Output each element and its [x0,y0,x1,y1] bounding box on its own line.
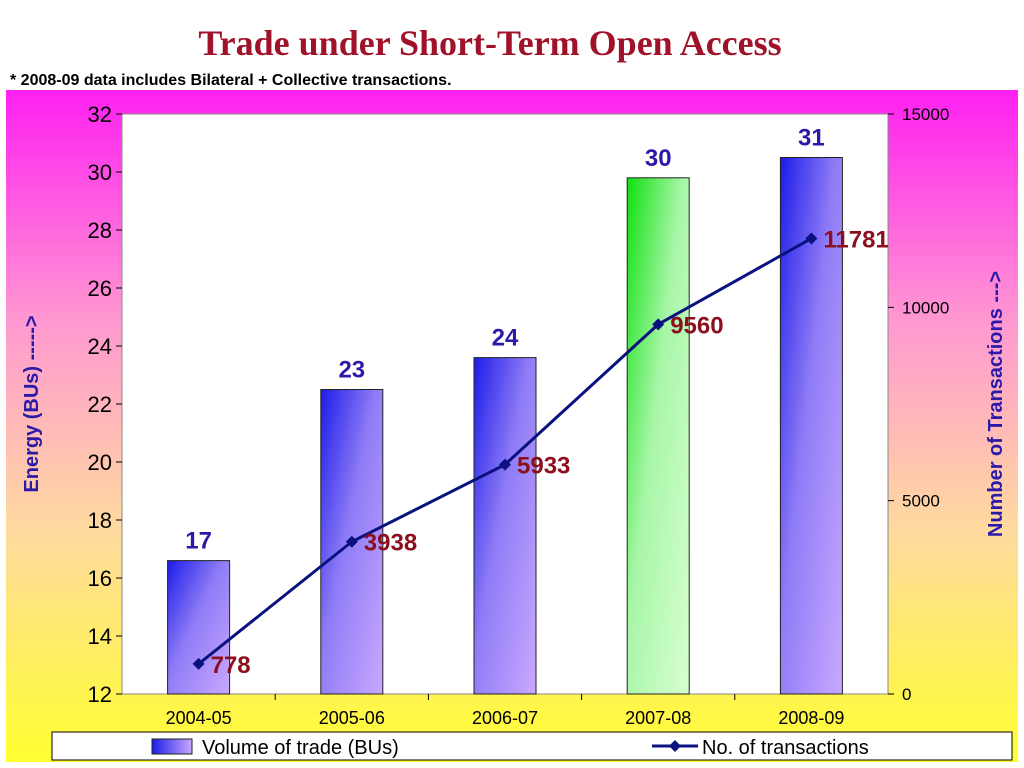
y-tick-label: 26 [88,276,112,301]
legend-bar-swatch [151,738,193,755]
chart-panel: 12 14 16 18 20 22 24 26 28 30 32 0 5000 10000 15000 200… [6,90,1018,762]
y-tick-label: 32 [88,102,112,127]
y-tick-label: 30 [88,160,112,185]
bar [473,357,537,695]
y-tick-label: 22 [88,392,112,417]
bar-data-label: 31 [798,125,825,152]
line-marker [805,232,818,245]
line-marker [499,458,511,471]
bar [626,177,690,695]
legend-line-label: No. of transactions [702,737,869,759]
bar [167,560,231,695]
bar [779,157,843,695]
y-tick-label: 18 [88,508,112,533]
line-data-label: 11781 [823,226,888,253]
x-tick-label: 2004-05 [166,708,232,728]
line-marker [345,535,358,548]
line-data-label: 9560 [670,312,723,339]
bar-data-label: 23 [338,357,365,384]
y-tick-label: 16 [88,566,112,591]
x-tick-label: 2007-08 [625,708,691,728]
legend-box [51,731,1013,761]
legend-line-marker [669,740,681,752]
bar-data-label: 17 [185,528,212,555]
y2-tick-label: 15000 [902,105,949,124]
y-tick-label: 28 [88,218,112,243]
y2-tick-label: 10000 [902,298,949,317]
y-tick-label: 12 [88,682,112,707]
line-data-label: 5933 [517,453,570,480]
x-tick-label: 2008-09 [778,708,844,728]
combo-chart: 12 14 16 18 20 22 24 26 28 30 32 0 5000 10000 15000 200… [21,102,1013,761]
y2-tick-label: 5000 [902,492,940,511]
y-tick-label: 20 [88,450,112,475]
line-marker [652,318,665,331]
line-data-label: 3938 [364,530,417,557]
y2-tick-label: 0 [902,685,911,704]
footnote: * 2008-09 data includes Bilateral + Coll… [10,72,452,89]
x-tick-label: 2005-06 [319,708,385,728]
y2-axis-title: Number of Transactions ---> [985,271,1007,537]
line-data-label: 778 [211,652,251,679]
y-tick-label: 24 [88,334,112,359]
y-tick-label: 14 [88,624,112,649]
page-title: Trade under Short-Term Open Access [198,23,782,63]
y-axis-title: Energy (BUs) -----> [21,315,43,492]
x-tick-label: 2006-07 [472,708,538,728]
legend-bar-label: Volume of trade (BUs) [202,737,399,759]
bar-data-label: 30 [645,145,672,172]
bar-data-label: 24 [492,325,519,352]
line-marker [192,657,205,670]
